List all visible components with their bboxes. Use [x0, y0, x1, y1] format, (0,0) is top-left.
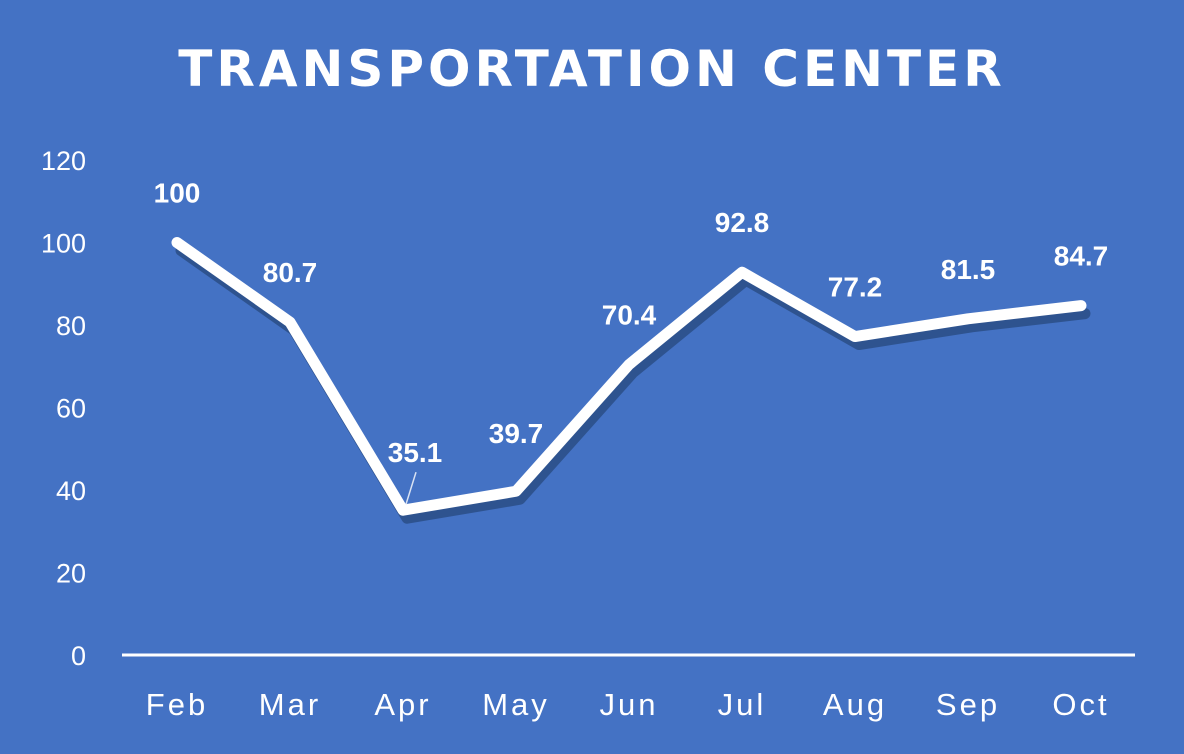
- y-tick-label: 100: [41, 229, 86, 259]
- data-label-may: 39.7: [489, 418, 544, 449]
- data-label-oct: 84.7: [1054, 241, 1109, 272]
- x-tick-label: Oct: [1052, 687, 1109, 722]
- data-label-apr: 35.1: [388, 437, 443, 468]
- data-label-mar: 80.7: [263, 257, 318, 288]
- x-tick-label: Jul: [718, 687, 767, 722]
- data-point-jun: [624, 359, 634, 370]
- x-tick-label: Jun: [600, 687, 659, 722]
- y-tick-label: 40: [56, 476, 86, 506]
- x-tick-label: Feb: [146, 687, 208, 722]
- data-label-sep: 81.5: [941, 254, 996, 285]
- data-label-feb: 100: [154, 178, 201, 209]
- data-point-apr: [398, 505, 408, 516]
- x-tick-label: May: [482, 687, 550, 722]
- data-label-jul: 92.8: [715, 207, 770, 238]
- data-label-jun: 70.4: [602, 300, 657, 331]
- data-point-may: [511, 486, 521, 497]
- data-point-sep: [963, 313, 973, 324]
- data-point-jul: [737, 267, 747, 278]
- y-tick-label: 120: [41, 146, 86, 176]
- x-tick-label: Aug: [823, 687, 887, 722]
- x-tick-label: Sep: [936, 687, 1000, 722]
- data-label-leader-apr: [405, 471, 417, 505]
- chart-title: TRANSPORTATION CENTER: [178, 40, 1006, 98]
- data-point-aug: [850, 331, 860, 342]
- data-point-feb: [172, 237, 182, 248]
- data-point-mar: [285, 317, 295, 328]
- y-tick-label: 20: [56, 559, 86, 589]
- data-point-oct: [1076, 300, 1086, 311]
- series-line-shadow: [175, 245, 1091, 524]
- x-tick-label: Mar: [259, 687, 321, 722]
- data-label-aug: 77.2: [828, 272, 883, 303]
- x-tick-label: Apr: [374, 687, 431, 722]
- y-tick-label: 0: [71, 641, 86, 671]
- y-tick-label: 80: [56, 311, 86, 341]
- y-tick-label: 60: [56, 394, 86, 424]
